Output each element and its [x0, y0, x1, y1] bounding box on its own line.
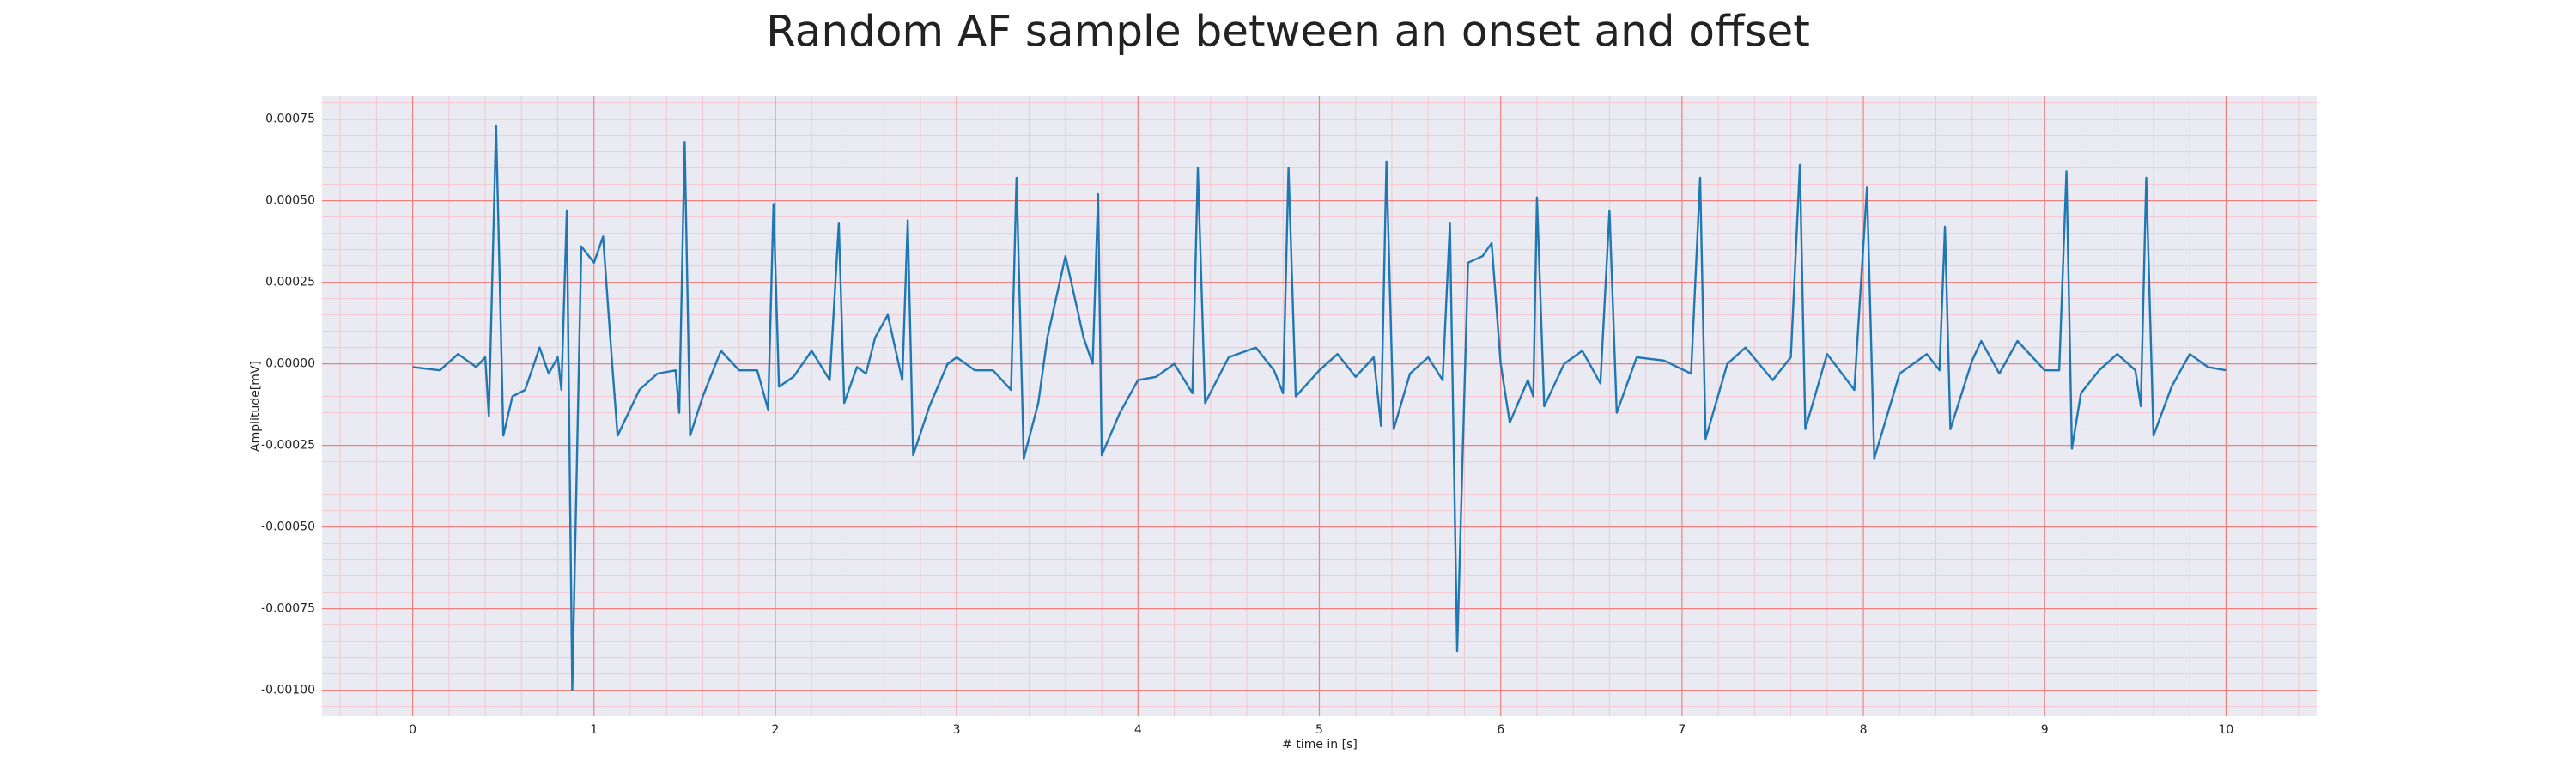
x-tick-label: 10 [2218, 723, 2233, 737]
x-tick-label: 0 [409, 723, 416, 737]
y-axis-label: Amplitude[mV] [249, 361, 263, 452]
y-tick-label: -0.00050 [261, 520, 315, 534]
x-tick-label: 2 [771, 723, 779, 737]
x-tick-label: 5 [1315, 723, 1323, 737]
y-tick-label: 0.00000 [265, 357, 315, 371]
x-tick-label: 4 [1134, 723, 1142, 737]
y-tick-label: 0.00050 [265, 194, 315, 208]
x-tick-label: 1 [590, 723, 598, 737]
chart-title: Random AF sample between an onset and of… [766, 7, 1810, 57]
x-axis-label: # time in [s] [1282, 738, 1358, 752]
y-tick-label: 0.00075 [265, 113, 315, 126]
x-tick-label: 9 [2041, 723, 2049, 737]
x-tick-label: 8 [1860, 723, 1868, 737]
y-tick-label: -0.00025 [261, 439, 315, 453]
x-tick-label: 3 [953, 723, 961, 737]
y-tick-label: 0.00025 [265, 276, 315, 289]
y-tick-label: -0.00100 [261, 684, 315, 697]
x-tick-label: 6 [1497, 723, 1504, 737]
y-tick-label: -0.00075 [261, 602, 315, 616]
signal-line [412, 125, 2227, 691]
x-tick-label: 7 [1678, 723, 1686, 737]
